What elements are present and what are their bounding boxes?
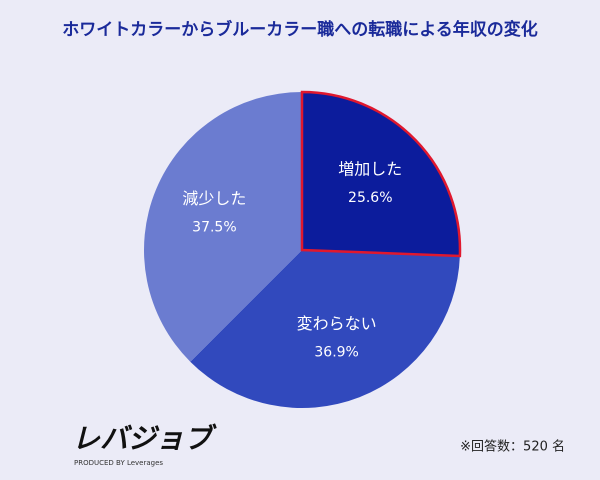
value-label: 37.5% xyxy=(192,220,236,236)
pie-slice xyxy=(190,250,460,408)
pie-slice xyxy=(144,92,302,362)
pie: 増加した 25.6% 変わらない 36.9% 減少した 37.5% xyxy=(144,90,462,408)
slice-label: 減少した xyxy=(182,189,246,208)
chart-title: ホワイトカラーからブルーカラー職への転職による年収の変化 xyxy=(62,19,538,40)
logo-tagline: PRODUCED BY Leverages xyxy=(74,459,163,467)
value-label: 25.6% xyxy=(348,190,392,206)
slice-label: 増加した xyxy=(338,160,402,179)
footnote: ※回答数：520 名 xyxy=(460,439,565,455)
logo-name: レバジョブ xyxy=(72,422,217,455)
slice-label: 変わらない xyxy=(297,314,377,333)
pie-slice xyxy=(302,92,460,256)
value-label: 36.9% xyxy=(314,344,358,360)
highlight-outline xyxy=(300,90,462,258)
